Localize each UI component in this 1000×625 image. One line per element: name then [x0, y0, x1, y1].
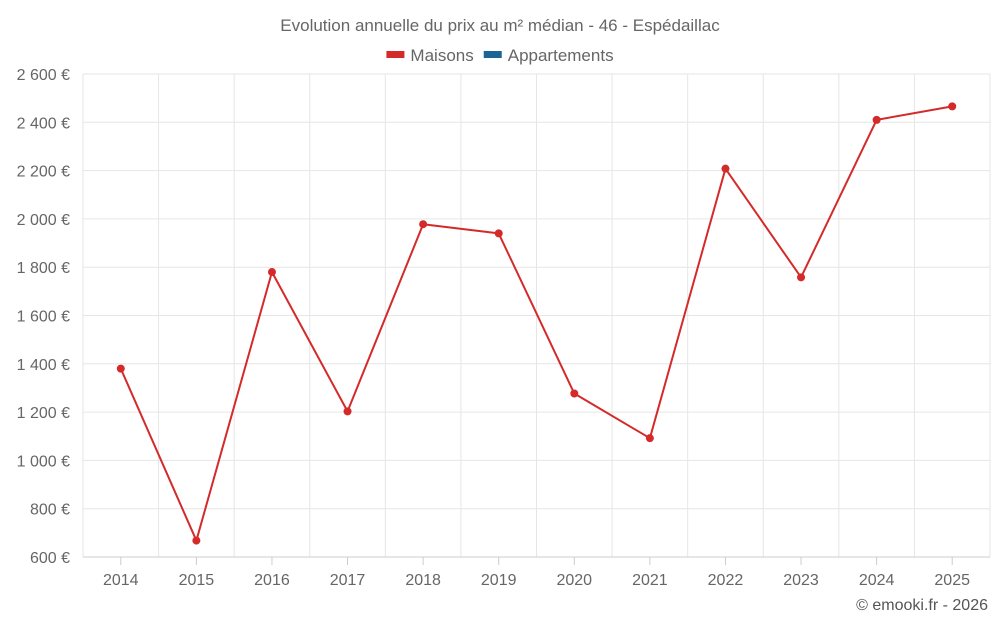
x-tick-label: 2017 [330, 572, 366, 589]
x-tick-label: 2024 [859, 572, 895, 589]
data-point[interactable] [494, 229, 503, 238]
y-tick-label: 1 000 € [17, 453, 70, 470]
legend-swatch [483, 51, 502, 58]
x-tick-label: 2018 [405, 572, 441, 589]
x-tick-label: 2023 [783, 572, 819, 589]
chart-title: Evolution annuelle du prix au m² médian … [280, 16, 720, 35]
data-point[interactable] [721, 164, 730, 173]
data-point[interactable] [570, 389, 579, 398]
x-tick-label: 2020 [556, 572, 592, 589]
y-tick-label: 600 € [30, 550, 70, 567]
y-tick-label: 800 € [30, 502, 70, 519]
x-tick-label: 2015 [179, 572, 215, 589]
data-point[interactable] [419, 220, 428, 229]
x-tick-label: 2019 [481, 572, 517, 589]
data-point[interactable] [267, 268, 276, 277]
y-tick-label: 2 200 € [17, 164, 70, 181]
x-tick-label: 2021 [632, 572, 668, 589]
y-tick-label: 1 200 € [17, 405, 70, 422]
series-line-maisons [119, 105, 953, 542]
data-point[interactable] [948, 102, 957, 111]
x-tick-label: 2022 [708, 572, 744, 589]
y-tick-label: 1 600 € [17, 309, 70, 326]
copyright-footer: © emooki.fr - 2026 [856, 597, 988, 614]
data-point[interactable] [797, 273, 806, 282]
y-tick-label: 1 400 € [17, 357, 70, 374]
series-layer [116, 102, 957, 545]
legend-label: Maisons [410, 46, 473, 65]
y-tick-label: 2 000 € [17, 212, 70, 229]
x-tick-label: 2016 [254, 572, 290, 589]
data-point[interactable] [343, 407, 352, 416]
x-tick-label: 2014 [103, 572, 139, 589]
data-point[interactable] [192, 536, 201, 545]
data-point[interactable] [116, 364, 125, 373]
data-point[interactable] [645, 434, 654, 443]
y-tick-label: 2 400 € [17, 115, 70, 132]
y-tick-label: 1 800 € [17, 260, 70, 277]
y-tick-label: 2 600 € [17, 67, 70, 84]
legend-item-maisons[interactable]: Maisons [386, 46, 474, 65]
x-tick-label: 2025 [934, 572, 970, 589]
y-axis: 600 € 800 € 1 000 € 1 200 € 1 400 € 1 600 € 1 … [17, 67, 70, 567]
legend-swatch [386, 51, 405, 58]
legend-label: Appartements [508, 46, 614, 65]
x-axis: 2014 2015 2016 2017 2018 2019 2020 2021 2022 2023… [83, 556, 990, 589]
legend-item-appartements[interactable]: Appartements [483, 46, 614, 65]
data-point[interactable] [872, 115, 881, 124]
legend: Maisons Appartements [386, 46, 614, 65]
